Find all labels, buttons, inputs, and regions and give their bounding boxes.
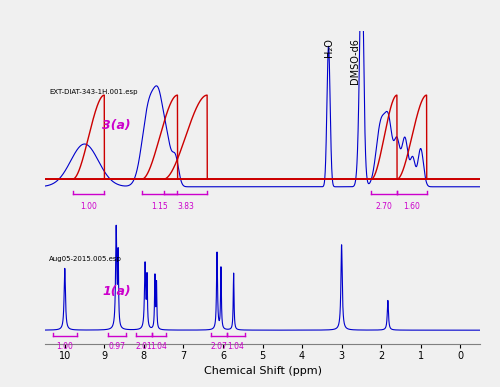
Text: 3(a): 3(a) [102, 119, 131, 132]
Text: 1.04: 1.04 [228, 342, 244, 351]
Text: 1.04: 1.04 [150, 342, 167, 351]
Text: 1.60: 1.60 [404, 202, 420, 211]
Text: DMSO-d6: DMSO-d6 [350, 39, 360, 84]
Text: 2.70: 2.70 [376, 202, 392, 211]
Text: Aug05-2015.005.esp: Aug05-2015.005.esp [49, 256, 122, 262]
Text: H₂O: H₂O [324, 39, 334, 58]
Text: 3.83: 3.83 [177, 202, 194, 211]
Text: 0.97: 0.97 [108, 342, 126, 351]
Text: 1(a): 1(a) [102, 284, 131, 298]
Text: 2.07: 2.07 [210, 342, 228, 351]
Text: 1.00: 1.00 [80, 202, 97, 211]
Text: 1.00: 1.00 [56, 342, 73, 351]
Text: 2.01: 2.01 [136, 342, 152, 351]
X-axis label: Chemical Shift (ppm): Chemical Shift (ppm) [204, 366, 322, 375]
Text: EXT-DIAT-343-1H.001.esp: EXT-DIAT-343-1H.001.esp [49, 89, 138, 95]
Text: 1.15: 1.15 [152, 202, 168, 211]
